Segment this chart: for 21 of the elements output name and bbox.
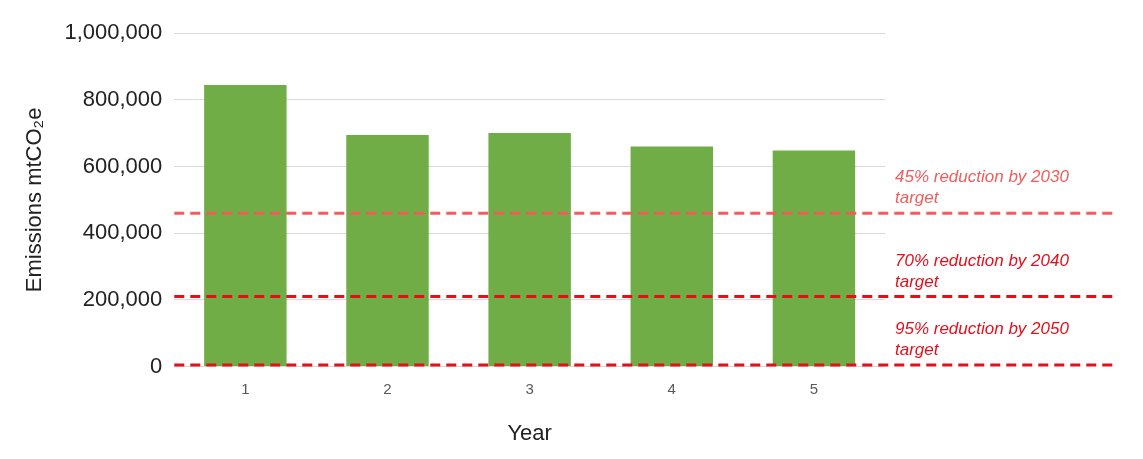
bar <box>772 150 856 367</box>
bar <box>346 134 429 367</box>
bar <box>204 84 287 367</box>
y-tick-label: 800,000 <box>82 85 163 111</box>
y-tick-label: 400,000 <box>82 219 163 245</box>
ref-line-label: 70% reduction by 2040 target <box>895 250 1070 291</box>
y-axis-title: Emissions mtCO₂e <box>21 107 47 293</box>
bar <box>488 132 571 367</box>
x-tick-label: 1 <box>241 379 250 397</box>
x-tick-label: 2 <box>383 379 392 397</box>
y-tick-label: 0 <box>150 352 163 378</box>
x-tick-label: 5 <box>809 379 819 397</box>
ref-line-label: 45% reduction by 2030 target <box>895 167 1070 208</box>
y-tick-label: 1,000,000 <box>64 19 163 45</box>
ref-line-label: 95% reduction by 2050 target <box>895 318 1070 359</box>
y-tick-label: 200,000 <box>82 285 163 311</box>
x-tick-label: 4 <box>667 379 676 397</box>
x-axis-title: Year <box>507 419 552 445</box>
x-tick-label: 3 <box>525 379 534 397</box>
y-tick-label: 600,000 <box>82 152 163 178</box>
bar <box>630 146 713 367</box>
